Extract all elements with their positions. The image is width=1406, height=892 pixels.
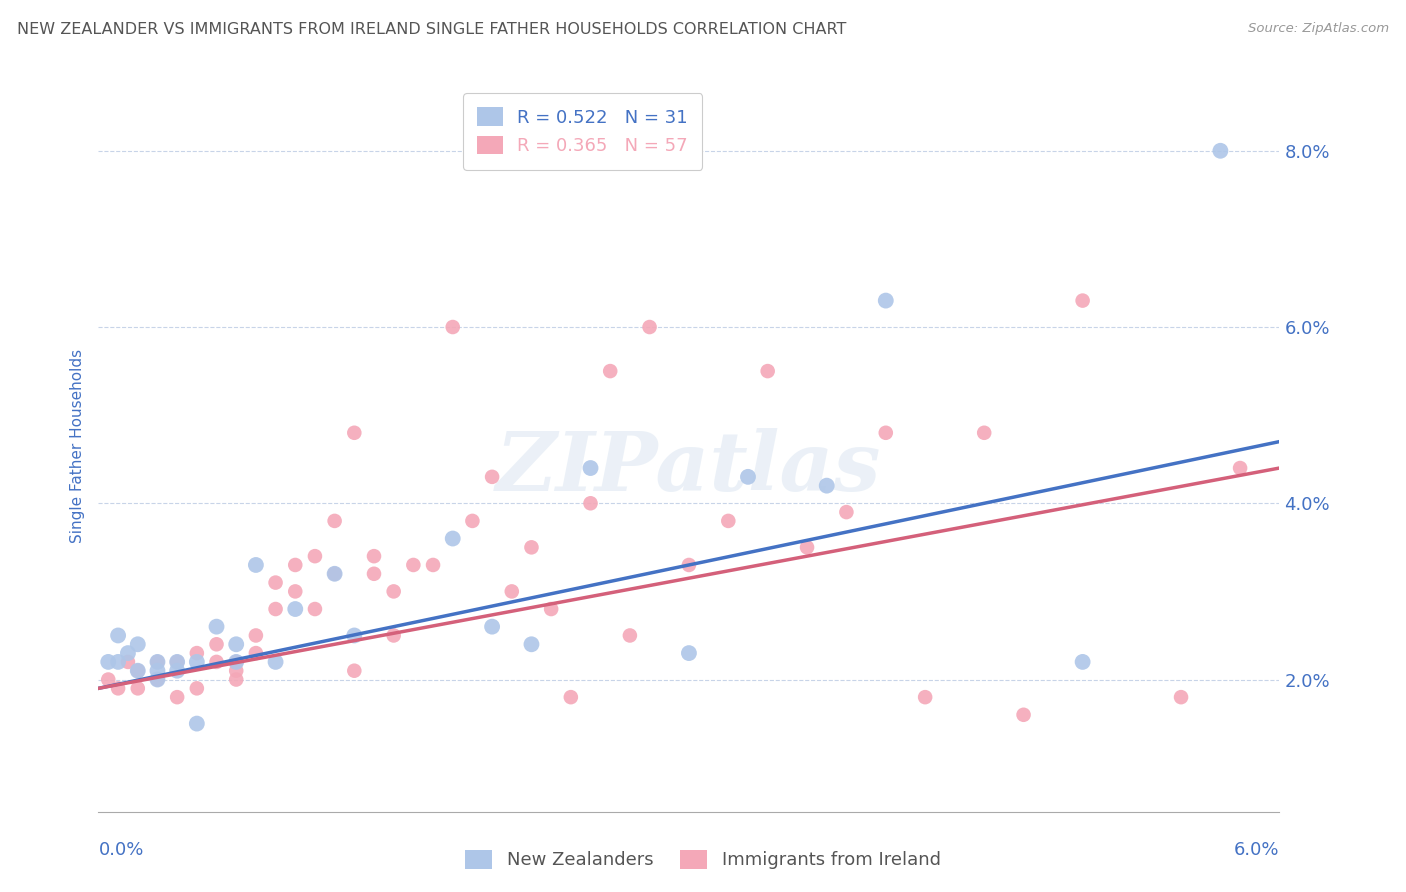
Point [520,637,543,651]
Text: Source: ZipAtlas.com: Source: ZipAtlas.com [1249,22,1389,36]
Point [127,681,149,696]
Legend: New Zealanders, Immigrants from Ireland: New Zealanders, Immigrants from Ireland [456,841,950,879]
Point [343,425,366,440]
Point [343,664,366,678]
Point [245,558,267,572]
Point [107,628,129,642]
Point [678,558,700,572]
Point [146,664,169,678]
Text: NEW ZEALANDER VS IMMIGRANTS FROM IRELAND SINGLE FATHER HOUSEHOLDS CORRELATION CH: NEW ZEALANDER VS IMMIGRANTS FROM IRELAND… [17,22,846,37]
Point [560,690,582,705]
Point [323,514,346,528]
Point [127,664,149,678]
Point [264,575,287,590]
Legend: R = 0.522   N = 31, R = 0.365   N = 57: R = 0.522 N = 31, R = 0.365 N = 57 [463,93,702,169]
Point [146,655,169,669]
Point [127,664,149,678]
Point [382,584,405,599]
Point [205,620,228,634]
Point [678,646,700,660]
Point [323,566,346,581]
Point [107,681,129,696]
Point [815,478,838,492]
Point [619,628,641,642]
Point [441,532,464,546]
Point [146,673,169,687]
Point [501,584,523,599]
Point [422,558,444,572]
Point [1071,655,1094,669]
Point [579,461,602,475]
Point [796,541,818,555]
Point [363,549,385,563]
Point [363,566,385,581]
Point [127,637,149,651]
Point [225,655,247,669]
Point [117,646,139,660]
Point [205,637,228,651]
Point [304,602,326,616]
Point [1209,144,1232,158]
Point [146,673,169,687]
Point [579,496,602,510]
Point [481,470,503,484]
Point [166,664,188,678]
Point [107,655,129,669]
Point [97,673,120,687]
Point [225,637,247,651]
Point [186,655,208,669]
Point [875,293,897,308]
Point [166,690,188,705]
Point [1012,707,1035,722]
Point [1170,690,1192,705]
Point [520,541,543,555]
Point [205,655,228,669]
Point [245,628,267,642]
Text: 0.0%: 0.0% [98,841,143,859]
Point [638,320,661,334]
Y-axis label: Single Father Households: Single Father Households [69,349,84,543]
Point [284,584,307,599]
Point [461,514,484,528]
Point [1071,293,1094,308]
Point [245,646,267,660]
Point [117,655,139,669]
Point [284,558,307,572]
Point [441,320,464,334]
Point [304,549,326,563]
Point [186,681,208,696]
Point [186,646,208,660]
Point [540,602,562,616]
Point [225,673,247,687]
Point [225,655,247,669]
Point [264,655,287,669]
Point [973,425,995,440]
Point [146,655,169,669]
Point [835,505,858,519]
Point [264,602,287,616]
Point [481,620,503,634]
Text: ZIPatlas: ZIPatlas [496,428,882,508]
Point [343,628,366,642]
Point [97,655,120,669]
Point [1229,461,1251,475]
Point [382,628,405,642]
Point [186,716,208,731]
Point [284,602,307,616]
Point [756,364,779,378]
Point [875,425,897,440]
Point [599,364,621,378]
Text: 6.0%: 6.0% [1234,841,1279,859]
Point [166,655,188,669]
Point [225,664,247,678]
Point [717,514,740,528]
Point [737,470,759,484]
Point [323,566,346,581]
Point [166,655,188,669]
Point [914,690,936,705]
Point [402,558,425,572]
